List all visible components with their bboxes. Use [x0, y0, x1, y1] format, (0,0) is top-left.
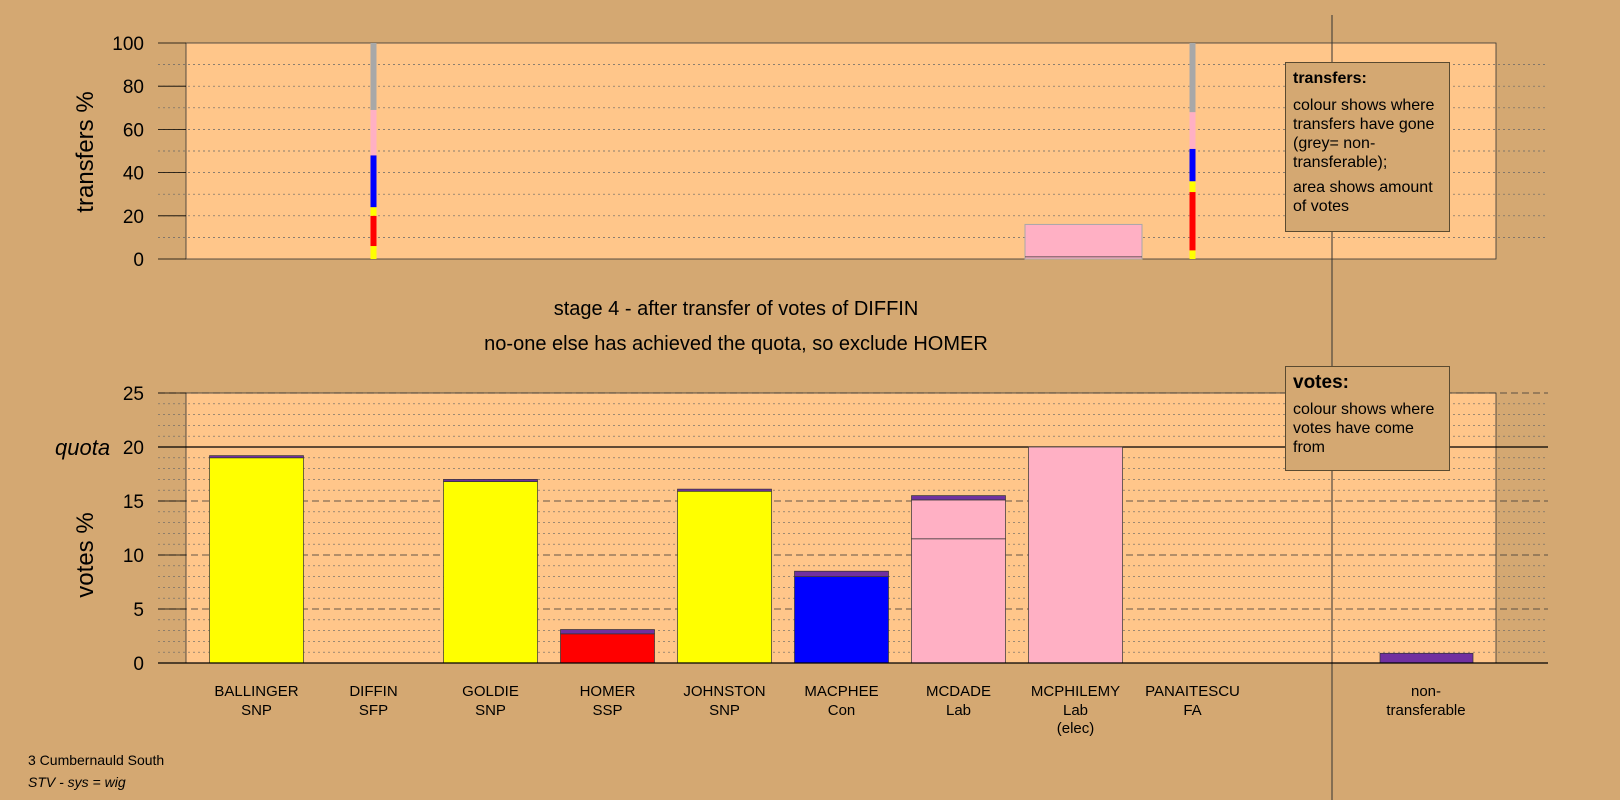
candidate-party: Lab: [1063, 702, 1088, 719]
vote-bar-segment: [560, 629, 655, 635]
vote-bar-segment: [677, 490, 772, 664]
votes-legend-title: votes:: [1293, 372, 1349, 393]
transfer-segment: [370, 109, 377, 156]
transfers-axis-label: transfers %: [72, 91, 99, 212]
stage-action: no-one else has achieved the quota, so e…: [484, 333, 988, 355]
transfer-segment: [1189, 192, 1196, 251]
transfers-tick-label: 20: [123, 207, 144, 228]
votes-tick-label: 20: [123, 438, 144, 459]
transfers-tick-label: 100: [112, 34, 144, 55]
votes-legend: votes: colour shows where votes have com…: [1285, 366, 1450, 471]
transfer-segment: [1189, 43, 1196, 113]
transfers-tick-label: 60: [123, 120, 144, 141]
votes-legend-text: colour shows where votes have come from: [1293, 401, 1435, 456]
transfers-legend-text-1: colour shows where transfers have gone (…: [1293, 97, 1435, 171]
vote-bar-segment: [209, 457, 304, 664]
candidate-name: PANAITESCU: [1145, 683, 1240, 700]
transfers-legend: transfers: colour shows where transfers …: [1285, 62, 1450, 232]
transfer-segment: [1189, 112, 1196, 149]
nontransferable-label: non-: [1411, 683, 1441, 700]
transfer-segment: [1189, 148, 1196, 182]
transfer-segment: [1189, 250, 1196, 259]
vote-bar-segment: [209, 455, 304, 459]
candidate-name: GOLDIE: [462, 683, 519, 700]
vote-bar-segment: [1028, 446, 1123, 664]
vote-bar-segment: [794, 576, 889, 664]
vote-bar-segment: [560, 633, 655, 664]
candidate-party: FA: [1183, 702, 1201, 719]
stage-title: stage 4 - after transfer of votes of DIF…: [553, 298, 919, 320]
candidate-party: Lab: [946, 702, 971, 719]
vote-bar-segment: [443, 479, 538, 482]
candidate-party: SSP: [592, 702, 622, 719]
candidate-party: SNP: [475, 702, 506, 719]
vote-bar-segment: [911, 499, 1006, 540]
candidate-name: HOMER: [580, 683, 636, 700]
vote-bar-segment: [911, 538, 1006, 664]
voting-system: STV - sys = wig: [28, 774, 126, 790]
vote-bar-segment: [677, 488, 772, 492]
votes-tick-label: 5: [133, 600, 144, 621]
candidate-party: SNP: [241, 702, 272, 719]
candidate-name: MACPHEE: [804, 683, 878, 700]
candidate-name: JOHNSTON: [683, 683, 765, 700]
transfers-legend-text-2: area shows amount of votes: [1293, 179, 1433, 215]
transfers-tick-label: 0: [133, 250, 144, 271]
transfer-segment: [370, 155, 377, 208]
transfer-segment: [370, 207, 377, 216]
transfer-segment: [370, 246, 377, 259]
votes-axis-label: votes %: [72, 512, 99, 597]
candidate-name: MCDADE: [926, 683, 991, 700]
transfer-area: [1024, 223, 1143, 260]
transfer-segment: [1189, 181, 1196, 193]
quota-label: quota: [55, 435, 110, 460]
transfers-legend-title: transfers:: [1293, 70, 1367, 87]
vote-bar-segment: [443, 481, 538, 664]
votes-tick-label: 10: [123, 546, 144, 567]
transfer-segment: [370, 215, 377, 247]
candidate-name: DIFFIN: [349, 683, 397, 700]
transfers-tick-label: 40: [123, 164, 144, 185]
candidate-status: (elec): [1057, 720, 1095, 737]
transfers-tick-label: 80: [123, 77, 144, 98]
candidate-name: MCPHILEMY: [1031, 683, 1120, 700]
votes-tick-label: 15: [123, 492, 144, 513]
candidate-party: SNP: [709, 702, 740, 719]
vote-bar-segment: [911, 495, 1006, 501]
votes-tick-label: 0: [133, 654, 144, 675]
vote-bar-segment: [794, 570, 889, 577]
nontransferable-label: transferable: [1386, 702, 1465, 719]
candidate-party: Con: [828, 702, 856, 719]
transfer-segment: [370, 43, 377, 110]
votes-tick-label: 25: [123, 384, 144, 405]
candidate-party: SFP: [359, 702, 388, 719]
ward-name: 3 Cumbernauld South: [28, 752, 165, 768]
nontransferable-bar: [1379, 652, 1474, 664]
candidate-name: BALLINGER: [214, 683, 298, 700]
